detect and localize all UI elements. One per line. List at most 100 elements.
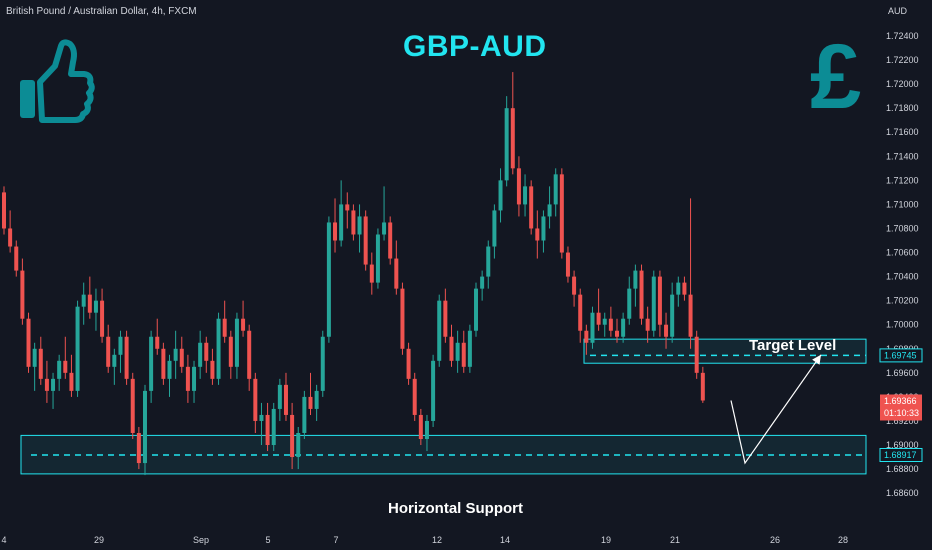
candle xyxy=(553,168,558,217)
current-price-badge: 1.69366 01:10:33 xyxy=(880,394,922,421)
candle xyxy=(676,276,681,307)
candle xyxy=(608,306,613,337)
candle xyxy=(443,288,448,343)
x-tick-label: 26 xyxy=(770,535,780,545)
candle xyxy=(455,330,460,373)
candle xyxy=(486,240,491,289)
candle xyxy=(651,270,656,337)
candle xyxy=(296,426,301,470)
candle xyxy=(179,336,184,373)
y-tick-label: 1.72200 xyxy=(886,55,919,65)
y-tick-label: 1.69200 xyxy=(886,416,919,426)
support-price-label: 1.68917 xyxy=(884,450,917,460)
candle xyxy=(492,204,497,259)
candle xyxy=(75,300,80,397)
candle xyxy=(210,348,215,385)
candle xyxy=(627,276,632,325)
candle xyxy=(51,372,56,409)
candle xyxy=(535,210,540,259)
candle xyxy=(241,300,246,337)
candle xyxy=(185,354,190,403)
candle xyxy=(504,96,509,187)
candle xyxy=(424,414,429,452)
candle xyxy=(277,378,282,421)
candle xyxy=(320,330,325,397)
price-axis[interactable]: AUD 1.72400 1.72200 1.72000 1.71800 1.71600 1.… xyxy=(886,6,919,498)
candle xyxy=(228,330,233,379)
candle xyxy=(204,336,209,373)
y-tick-label: 1.72400 xyxy=(886,31,919,41)
x-tick-label: 19 xyxy=(601,535,611,545)
candle xyxy=(44,360,49,403)
candle xyxy=(357,204,362,253)
candle xyxy=(87,276,92,319)
candle xyxy=(265,402,270,452)
candle xyxy=(590,306,595,349)
horizontal-support-label: Horizontal Support xyxy=(388,500,523,517)
candle xyxy=(559,168,564,259)
candle xyxy=(130,372,135,440)
candle xyxy=(161,342,166,385)
pound-sign-icon: £ xyxy=(810,26,861,128)
y-tick-label: 1.68600 xyxy=(886,488,919,498)
x-tick-label: 14 xyxy=(500,535,510,545)
candle xyxy=(621,312,626,343)
candle xyxy=(283,372,288,421)
candle xyxy=(363,210,368,271)
candle xyxy=(657,270,662,337)
candle xyxy=(584,324,589,355)
y-tick-label: 1.71000 xyxy=(886,199,919,209)
candle xyxy=(700,366,705,403)
candle xyxy=(8,210,13,253)
candle xyxy=(437,294,442,367)
candle xyxy=(516,156,521,217)
candle xyxy=(167,354,172,397)
candle xyxy=(32,342,37,391)
candle xyxy=(57,354,62,391)
candle xyxy=(369,252,374,295)
candle xyxy=(314,384,319,421)
candle xyxy=(474,282,479,337)
candle xyxy=(461,330,466,373)
candle xyxy=(124,330,129,385)
x-tick-label: 28 xyxy=(838,535,848,545)
candle xyxy=(596,288,601,331)
candle xyxy=(523,174,528,217)
candle xyxy=(572,270,577,307)
svg-text:£: £ xyxy=(810,26,861,128)
candle xyxy=(20,258,25,325)
y-tick-label: 1.70000 xyxy=(886,320,919,330)
candle xyxy=(578,288,583,343)
candles-group xyxy=(2,72,705,476)
x-tick-label: 5 xyxy=(265,535,270,545)
candle xyxy=(431,354,436,427)
candle xyxy=(406,342,411,385)
candle xyxy=(253,372,258,433)
candle xyxy=(345,192,350,229)
candle xyxy=(498,168,503,223)
arrowhead-icon xyxy=(812,354,821,365)
candle xyxy=(155,318,160,355)
candle xyxy=(510,72,515,175)
time-axis[interactable]: 4 29 Sep 5 7 12 14 19 21 26 28 xyxy=(1,535,848,545)
candle xyxy=(112,348,117,385)
candle xyxy=(529,180,534,235)
x-tick-label: 7 xyxy=(333,535,338,545)
x-tick-label: 4 xyxy=(1,535,6,545)
candle xyxy=(216,312,221,385)
candle xyxy=(26,312,31,373)
target-price-label: 1.69745 xyxy=(884,350,917,360)
candle xyxy=(259,402,264,446)
y-tick-label: 1.72000 xyxy=(886,79,919,89)
candle xyxy=(418,408,423,446)
candle xyxy=(339,180,344,247)
candle xyxy=(449,324,454,367)
candle xyxy=(302,390,307,440)
countdown-label: 01:10:33 xyxy=(884,408,919,418)
x-tick-label: 21 xyxy=(670,535,680,545)
y-tick-label: 1.70200 xyxy=(886,296,919,306)
candle xyxy=(93,288,98,331)
candle xyxy=(326,216,331,343)
candle xyxy=(333,198,338,253)
